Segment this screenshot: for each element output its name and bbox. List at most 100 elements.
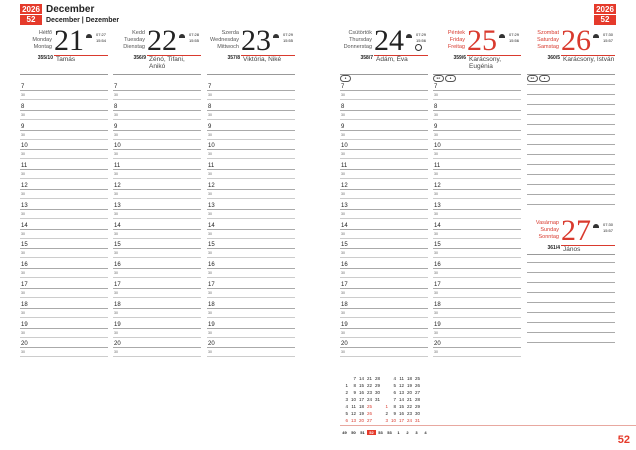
hour-line[interactable] (340, 288, 428, 289)
half-hour-line[interactable] (340, 237, 428, 239)
note-line[interactable] (527, 272, 615, 273)
calendar-date[interactable]: 13 (350, 418, 356, 423)
half-hour-line[interactable] (113, 257, 201, 259)
hour-line[interactable] (207, 129, 295, 131)
hour-line[interactable] (20, 208, 108, 210)
hour-line[interactable] (20, 90, 108, 91)
hour-line[interactable] (113, 347, 201, 349)
note-line[interactable] (527, 332, 615, 333)
hour-line[interactable] (113, 288, 201, 289)
calendar-date[interactable]: 1 (385, 404, 388, 409)
calendar-date[interactable]: 18 (358, 404, 364, 409)
half-hour-line[interactable] (207, 118, 295, 120)
hour-line[interactable] (340, 169, 428, 171)
hour-line[interactable] (207, 169, 295, 171)
half-hour-line[interactable] (340, 336, 428, 338)
half-hour-line[interactable] (340, 158, 428, 160)
half-hour-line[interactable] (433, 158, 521, 160)
calendar-date[interactable]: 3 (345, 397, 348, 402)
calendar-date[interactable]: 21 (366, 376, 372, 381)
hour-line[interactable] (433, 109, 521, 111)
hour-line[interactable] (113, 327, 201, 329)
calendar-date[interactable]: 9 (393, 411, 396, 416)
week-number[interactable]: 51 (360, 430, 365, 435)
note-line[interactable] (527, 104, 615, 105)
calendar-date[interactable]: 27 (366, 418, 372, 423)
half-hour-line[interactable] (433, 237, 521, 239)
half-hour-line[interactable] (207, 99, 295, 100)
half-hour-line[interactable] (207, 198, 295, 199)
half-hour-line[interactable] (340, 198, 428, 199)
calendar-date[interactable]: 20 (358, 418, 364, 423)
half-hour-line[interactable] (20, 297, 108, 298)
calendar-date[interactable]: 11 (351, 404, 356, 409)
half-hour-line[interactable] (340, 178, 428, 180)
hour-line[interactable] (113, 169, 201, 171)
hour-line[interactable] (340, 149, 428, 151)
half-hour-line[interactable] (20, 356, 108, 358)
week-number[interactable]: 3 (415, 430, 418, 435)
calendar-date[interactable]: 7 (393, 397, 396, 402)
hour-line[interactable] (340, 248, 428, 250)
calendar-date[interactable]: 4 (393, 376, 396, 381)
half-hour-line[interactable] (113, 356, 201, 358)
hour-line[interactable] (207, 268, 295, 270)
half-hour-line[interactable] (340, 316, 428, 318)
half-hour-line[interactable] (207, 237, 295, 239)
half-hour-line[interactable] (113, 178, 201, 180)
half-hour-line[interactable] (20, 138, 108, 140)
hour-line[interactable] (433, 228, 521, 230)
calendar-date[interactable]: 8 (353, 383, 356, 388)
half-hour-line[interactable] (20, 158, 108, 160)
week-number[interactable]: 53 (378, 430, 383, 435)
hour-line[interactable] (433, 129, 521, 131)
hour-line[interactable] (433, 347, 521, 349)
half-hour-line[interactable] (340, 297, 428, 298)
calendar-date[interactable]: 14 (358, 376, 364, 381)
calendar-date[interactable]: 29 (374, 383, 380, 388)
calendar-date[interactable]: 12 (350, 411, 356, 416)
half-hour-line[interactable] (207, 158, 295, 160)
note-line[interactable] (527, 262, 615, 263)
calendar-date[interactable]: 25 (414, 376, 420, 381)
note-line[interactable] (527, 302, 615, 303)
hour-line[interactable] (340, 307, 428, 309)
hour-line[interactable] (20, 288, 108, 289)
half-hour-line[interactable] (207, 316, 295, 318)
note-line[interactable] (527, 204, 615, 205)
calendar-date[interactable]: 6 (345, 418, 348, 423)
hour-line[interactable] (113, 248, 201, 250)
half-hour-line[interactable] (207, 356, 295, 358)
half-hour-line[interactable] (433, 297, 521, 298)
half-hour-line[interactable] (20, 217, 108, 219)
hour-line[interactable] (113, 228, 201, 230)
note-line[interactable] (527, 184, 615, 185)
half-hour-line[interactable] (340, 99, 428, 100)
calendar-date[interactable]: 24 (366, 397, 372, 402)
hour-line[interactable] (207, 307, 295, 309)
calendar-date[interactable]: 30 (414, 411, 420, 416)
note-line[interactable] (527, 322, 615, 323)
hour-line[interactable] (433, 248, 521, 250)
calendar-date[interactable]: 5 (393, 383, 396, 388)
hour-line[interactable] (433, 288, 521, 289)
calendar-date[interactable]: 15 (358, 383, 364, 388)
hour-line[interactable] (207, 288, 295, 289)
note-line[interactable] (527, 312, 615, 313)
hour-line[interactable] (433, 268, 521, 270)
note-line[interactable] (527, 164, 615, 165)
note-line[interactable] (527, 282, 615, 283)
calendar-date[interactable]: 12 (398, 383, 404, 388)
half-hour-line[interactable] (113, 118, 201, 120)
note-line[interactable] (527, 94, 615, 95)
hour-line[interactable] (20, 169, 108, 171)
half-hour-line[interactable] (207, 178, 295, 180)
week-number[interactable]: 53 (387, 430, 392, 435)
hour-line[interactable] (20, 129, 108, 131)
hour-line[interactable] (20, 268, 108, 270)
half-hour-line[interactable] (20, 316, 108, 318)
calendar-date[interactable]: 28 (414, 397, 420, 402)
calendar-date[interactable]: 24 (406, 418, 412, 423)
calendar-date[interactable]: 6 (393, 390, 396, 395)
half-hour-line[interactable] (113, 277, 201, 279)
